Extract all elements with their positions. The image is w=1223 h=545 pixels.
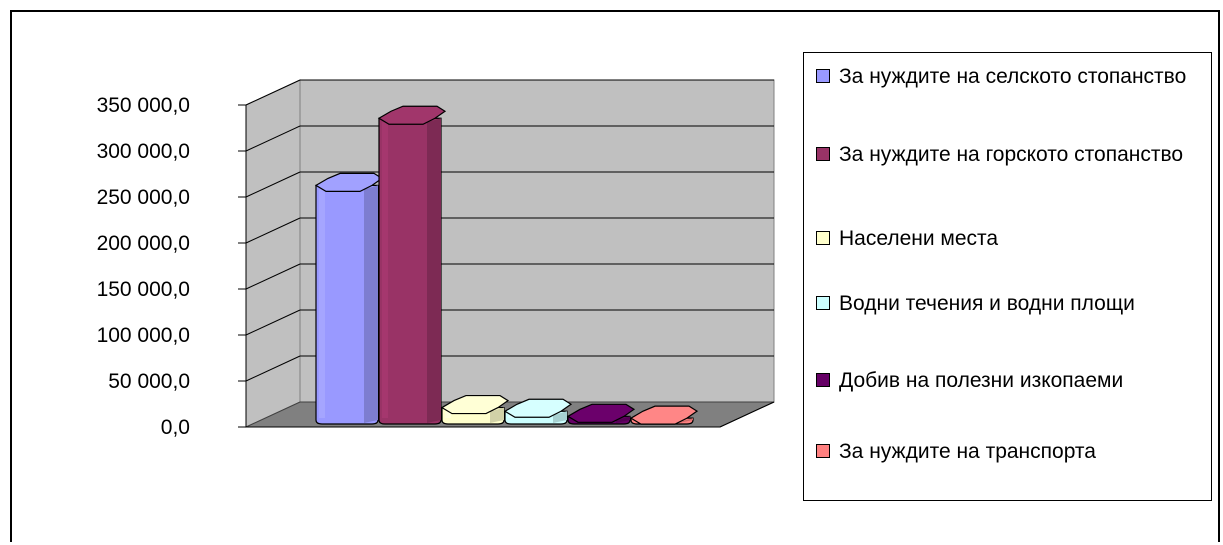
legend-item: За нуждите на горското стопанство <box>816 141 1199 168</box>
legend-label: Добив на полезни изкопаеми <box>839 369 1124 392</box>
legend-swatch <box>816 444 830 458</box>
gridline-side <box>245 171 301 198</box>
legend-swatch <box>816 231 830 245</box>
bar-body <box>315 184 379 425</box>
bar-side <box>490 407 504 423</box>
legend-item: За нуждите на транспорта <box>816 438 1199 465</box>
bar-cap <box>440 394 510 415</box>
bar-body <box>378 117 442 425</box>
y-tick-label: 50 000,0 <box>108 370 190 393</box>
bar-side <box>679 418 693 423</box>
bar-cap <box>503 398 573 418</box>
y-tick-label: 200 000,0 <box>97 232 190 255</box>
legend-label: Населени места <box>839 227 999 250</box>
gridline-side <box>245 263 301 290</box>
bar-highlight <box>319 189 325 418</box>
bar <box>377 105 447 425</box>
bar-side <box>553 411 567 423</box>
legend-item: Добив на полезни изкопаеми <box>816 367 1199 394</box>
y-tick-label: 150 000,0 <box>97 278 190 301</box>
legend-swatch <box>816 373 830 387</box>
bar <box>629 405 699 425</box>
legend-label: За нуждите на горското стопанство <box>839 143 1184 166</box>
bar-cap <box>629 405 699 425</box>
legend-item: Водни течения и водни площи <box>816 290 1199 317</box>
legend-swatch <box>816 296 830 310</box>
bar <box>566 403 636 425</box>
bar <box>314 172 384 425</box>
legend-label: За нуждите на селското стопанство <box>839 65 1187 88</box>
legend-swatch <box>816 147 830 161</box>
bar-highlight <box>508 415 514 418</box>
legend-item: За нуждите на селското стопанство <box>816 63 1199 90</box>
gridline-side <box>245 217 301 244</box>
chart-bars <box>314 105 699 425</box>
legend-swatch <box>816 69 830 83</box>
bar-highlight <box>382 122 388 419</box>
gridline-side <box>245 355 301 382</box>
y-tick-label: 100 000,0 <box>97 324 190 347</box>
bar-highlight <box>445 411 451 418</box>
legend-item: Населени места <box>816 225 1199 252</box>
legend-label: За нуждите на транспорта <box>839 440 1096 463</box>
y-tick-label: 300 000,0 <box>97 140 190 163</box>
bar-side <box>616 416 630 423</box>
gridline-side <box>245 125 301 152</box>
side-wall <box>245 79 301 428</box>
bar <box>503 398 573 425</box>
y-tick-label: 0,0 <box>161 416 190 439</box>
y-tick-label: 250 000,0 <box>97 186 190 209</box>
bar <box>440 394 510 425</box>
bar-side <box>364 185 378 423</box>
bar-cap <box>566 403 636 423</box>
gridline-side <box>245 309 301 336</box>
chart-legend: За нуждите на селското стопанство За нуж… <box>803 52 1212 501</box>
legend-label: Водни течения и водни площи <box>839 292 1135 315</box>
bar-cap <box>377 105 447 125</box>
x-axis-depth-line <box>719 401 775 428</box>
gridline-side <box>245 79 301 106</box>
y-tick-label: 350 000,0 <box>97 94 190 117</box>
bar-side <box>427 118 441 424</box>
y-axis-ticks: 350 000,0 300 000,0 250 000,0 200 000,0 150 … <box>97 94 775 439</box>
